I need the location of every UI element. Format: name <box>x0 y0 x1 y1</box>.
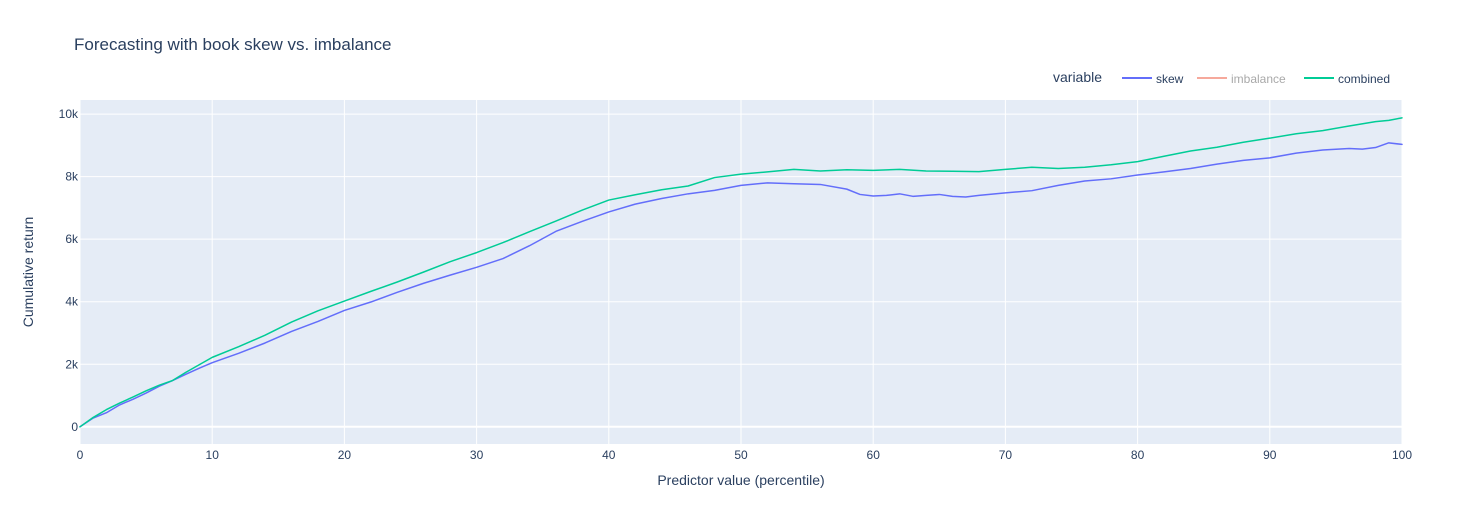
y-tick-label: 6k <box>65 232 79 246</box>
series-line-skew <box>79 142 1403 428</box>
legend-label-combined: combined <box>1338 72 1390 86</box>
x-tick-label: 100 <box>1392 448 1412 462</box>
series-line-combined <box>79 117 1403 428</box>
x-tick-label: 0 <box>77 448 84 462</box>
x-tick-label: 50 <box>734 448 748 462</box>
y-tick-label: 0 <box>71 420 78 434</box>
legend-item-skew[interactable]: skew <box>1122 72 1184 86</box>
x-tick-label: 90 <box>1263 448 1277 462</box>
legend-label-imbalance: imbalance <box>1231 72 1286 86</box>
y-tick-label: 4k <box>65 295 79 309</box>
x-tick-label: 60 <box>867 448 881 462</box>
y-tick-label: 8k <box>65 170 79 184</box>
x-tick-label: 20 <box>338 448 352 462</box>
legend-title: variable <box>1053 69 1102 85</box>
y-tick-label: 2k <box>65 357 79 371</box>
x-tick-label: 10 <box>206 448 220 462</box>
x-tick-label: 30 <box>470 448 484 462</box>
series-lines <box>79 117 1403 428</box>
y-tick-label: 10k <box>59 107 79 121</box>
x-axis-title: Predictor value (percentile) <box>657 472 824 488</box>
x-tick-label: 70 <box>999 448 1013 462</box>
y-axis-title: Cumulative return <box>20 217 36 328</box>
tick-labels: 0 10 20 30 40 50 60 70 80 90 100 0 2k 4k 6k 8k 10k <box>59 107 1413 462</box>
legend-item-imbalance[interactable]: imbalance <box>1197 72 1286 86</box>
legend-label-skew: skew <box>1156 72 1184 86</box>
x-tick-label: 40 <box>602 448 616 462</box>
legend: variable skew imbalance combined <box>1053 69 1390 86</box>
legend-item-combined[interactable]: combined <box>1304 72 1390 86</box>
grid-lines <box>79 100 1403 444</box>
x-tick-label: 80 <box>1131 448 1145 462</box>
chart-title: Forecasting with book skew vs. imbalance <box>74 35 391 54</box>
